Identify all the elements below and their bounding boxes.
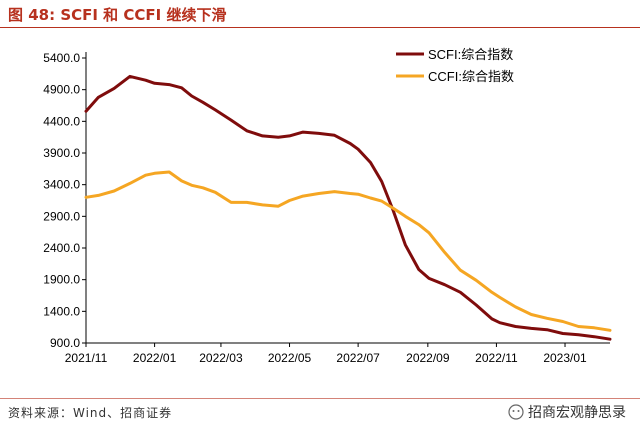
x-axis: 2021/11 2022/01 2022/03 2022/05 2022/07 2022/… — [65, 342, 610, 365]
line-chart: 900.0 1400.0 1900.0 2400.0 2900.0 3400.0 3900.… — [43, 47, 612, 365]
x-tick-label: 2021/11 — [65, 351, 108, 365]
y-tick-label: 2900.0 — [43, 209, 80, 223]
source-note: 资料来源：Wind、招商证券 — [8, 406, 173, 420]
x-tick-label: 2022/03 — [199, 351, 243, 365]
watermark-text: 招商宏观静思录 — [528, 405, 626, 421]
legend: SCFI:综合指数 CCFI:综合指数 — [396, 47, 514, 84]
y-tick-label: 3900.0 — [43, 146, 80, 160]
series-layer — [84, 74, 612, 341]
x-tick-label: 2022/05 — [268, 351, 312, 365]
wechat-icon — [508, 404, 524, 420]
x-tick-label: 2022/11 — [475, 351, 518, 365]
y-tick-label: 5400.0 — [43, 51, 80, 65]
legend-label: SCFI:综合指数 — [428, 47, 513, 62]
figure-title: 图 48: SCFI 和 CCFI 继续下滑 — [8, 6, 227, 24]
y-tick-label: 900.0 — [50, 336, 80, 350]
x-tick-label: 2022/01 — [133, 351, 177, 365]
y-axis: 900.0 1400.0 1900.0 2400.0 2900.0 3400.0 3900.… — [43, 51, 87, 350]
y-tick-label: 2400.0 — [43, 241, 80, 255]
y-tick-label: 4400.0 — [43, 114, 80, 128]
series-line-scfi — [84, 74, 612, 341]
y-tick-label: 3400.0 — [43, 178, 80, 192]
series-line-ccfi — [84, 170, 612, 332]
y-tick-label: 1900.0 — [43, 273, 80, 287]
y-tick-label: 1400.0 — [43, 304, 80, 318]
x-tick-label: 2023/01 — [543, 351, 587, 365]
x-tick-label: 2022/07 — [336, 351, 380, 365]
x-tick-label: 2022/09 — [406, 351, 450, 365]
footer-divider — [0, 398, 640, 399]
title-divider — [0, 27, 640, 28]
legend-label: CCFI:综合指数 — [428, 69, 514, 84]
watermark: 招商宏观静思录 — [508, 402, 626, 422]
y-tick-label: 4900.0 — [43, 83, 80, 97]
